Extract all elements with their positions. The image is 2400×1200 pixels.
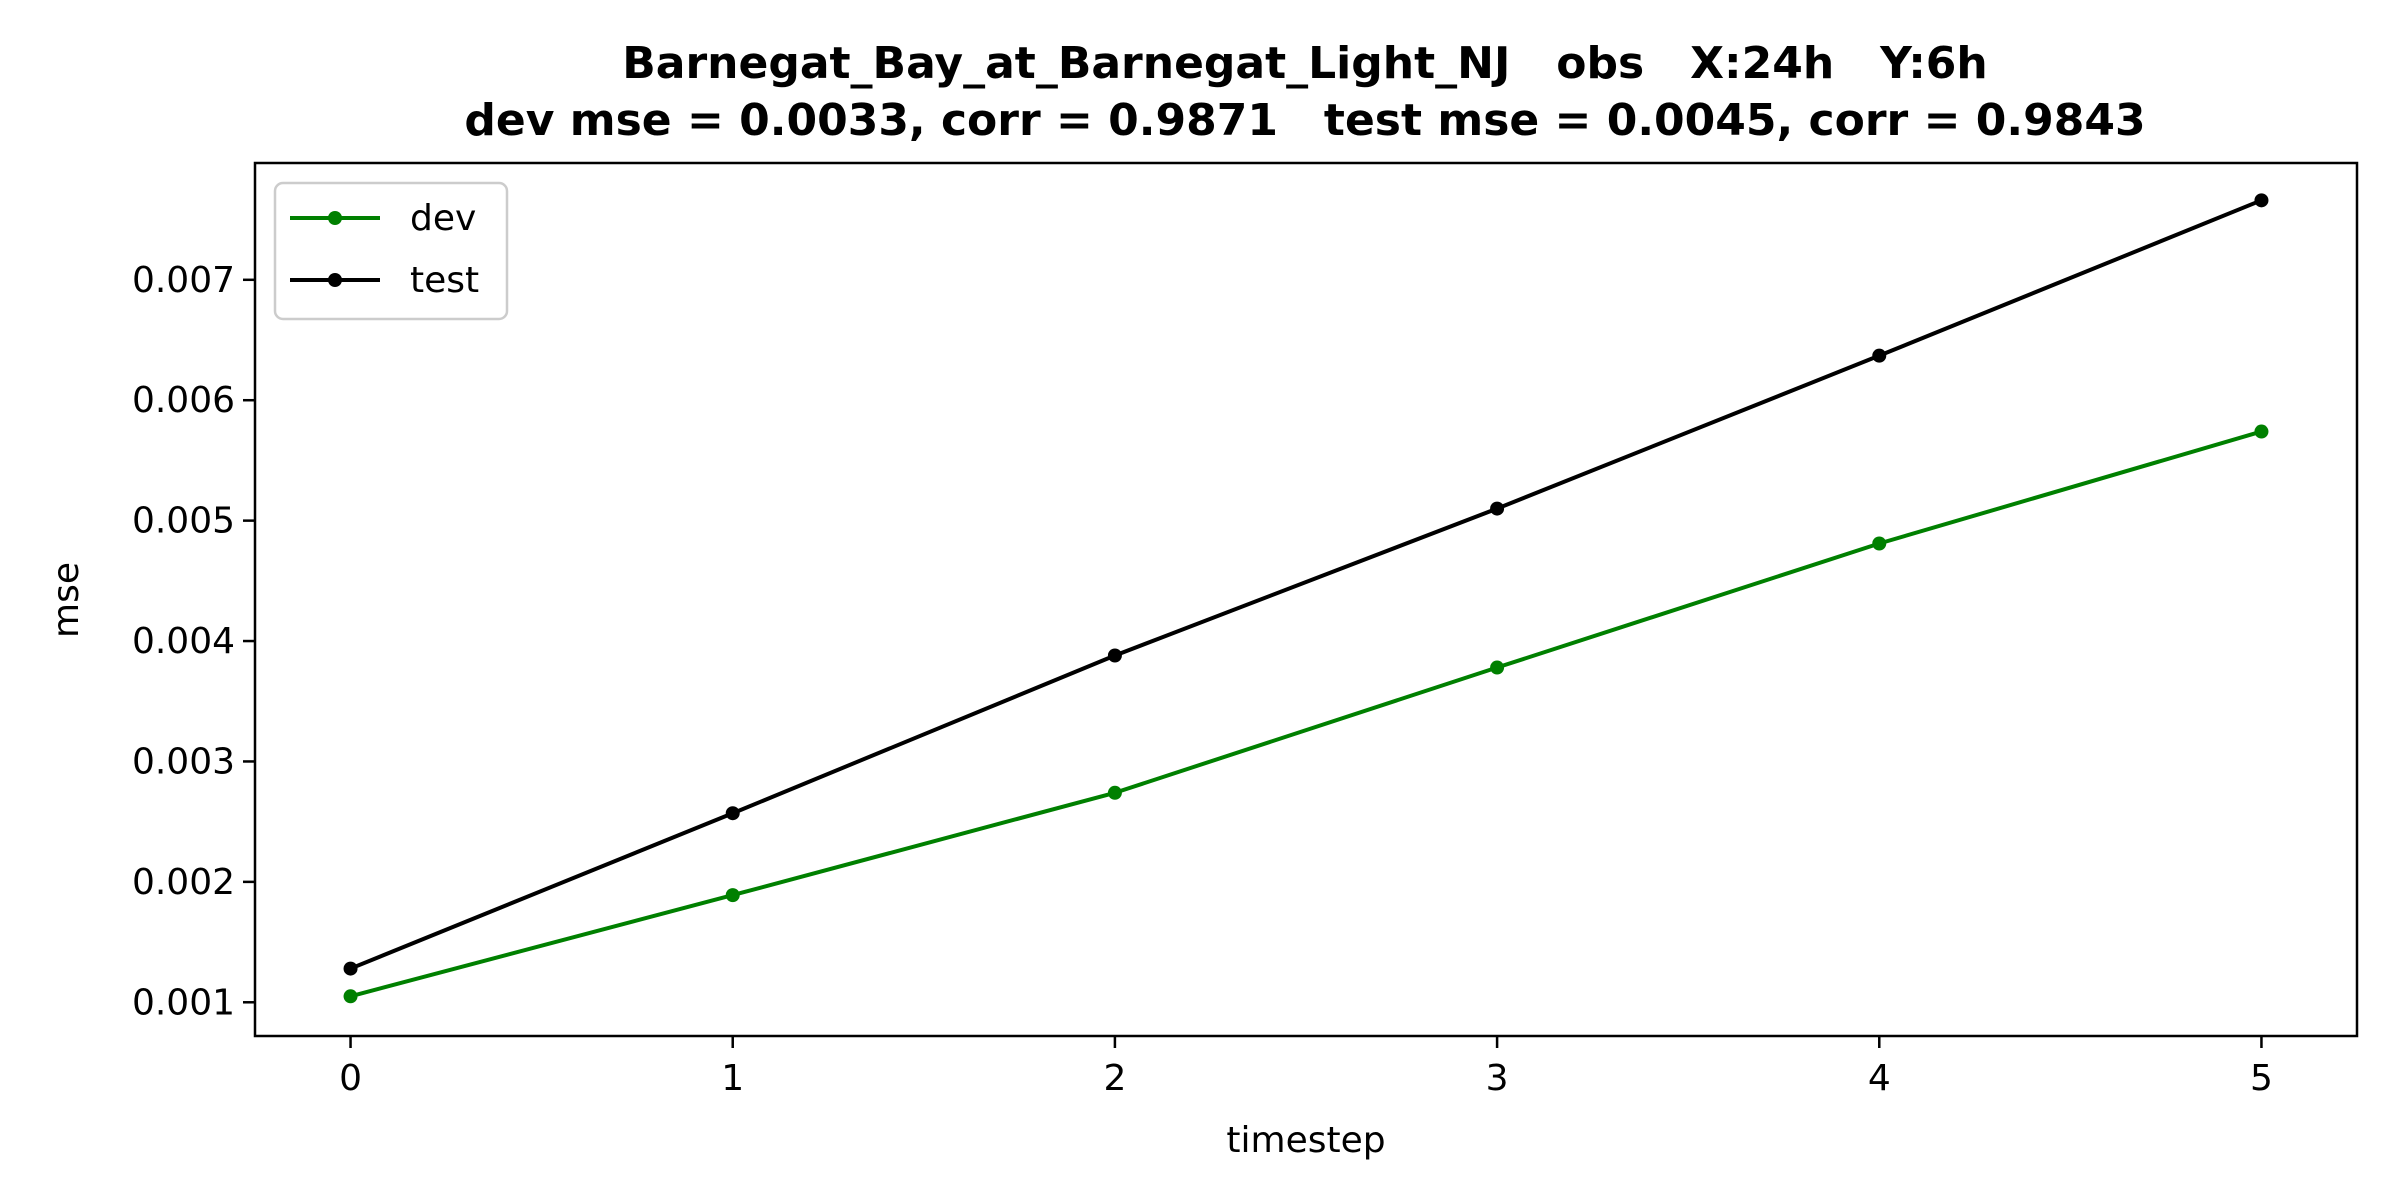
y-tick-label: 0.005 [132, 501, 235, 542]
data-point-dev [1872, 536, 1887, 551]
data-point-test [725, 806, 740, 821]
y-tick-label: 0.007 [132, 260, 235, 301]
x-tick-label: 2 [1103, 1058, 1126, 1099]
data-point-dev [1490, 660, 1505, 675]
x-axis-label: timestep [1226, 1120, 1385, 1161]
x-tick-label: 0 [339, 1058, 362, 1099]
data-point-dev [343, 989, 358, 1004]
data-point-dev [725, 888, 740, 903]
y-tick-label: 0.001 [132, 982, 235, 1023]
data-point-test [2254, 193, 2269, 208]
legend-marker-dev [328, 211, 342, 225]
y-tick-label: 0.002 [132, 862, 235, 903]
plot-area [343, 193, 2269, 1004]
y-axis-label: mse [46, 562, 87, 638]
data-point-test [1107, 648, 1122, 663]
x-tick-label: 3 [1486, 1058, 1509, 1099]
axes-frame [253, 161, 2359, 1038]
series-line-dev [348, 429, 2264, 999]
y-axis-ticks: 0.001 0.002 0.003 0.004 0.005 0.006 0.007 [132, 260, 255, 1023]
x-axis-ticks: 0 1 2 3 4 5 [339, 1036, 2273, 1099]
chart-title-line-1: Barnegat_Bay_at_Barnegat_Light_NJ obs X:… [622, 38, 1988, 89]
data-point-dev [1107, 785, 1122, 800]
data-point-test [343, 961, 358, 976]
y-tick-label: 0.003 [132, 741, 235, 782]
data-point-dev [2254, 424, 2269, 439]
legend-marker-test [328, 273, 342, 287]
data-point-test [1490, 501, 1505, 516]
series-line-test [347, 197, 2265, 972]
chart-title-line-2: dev mse = 0.0033, corr = 0.9871 test mse… [464, 95, 2145, 146]
y-tick-label: 0.004 [132, 621, 235, 662]
x-tick-label: 5 [2250, 1058, 2273, 1099]
data-point-test [1872, 348, 1887, 363]
legend-label-test: test [410, 260, 479, 301]
y-tick-label: 0.006 [132, 380, 235, 421]
legend: dev test [273, 181, 509, 321]
x-tick-label: 4 [1868, 1058, 1891, 1099]
legend-label-dev: dev [410, 198, 476, 239]
x-tick-label: 1 [721, 1058, 744, 1099]
